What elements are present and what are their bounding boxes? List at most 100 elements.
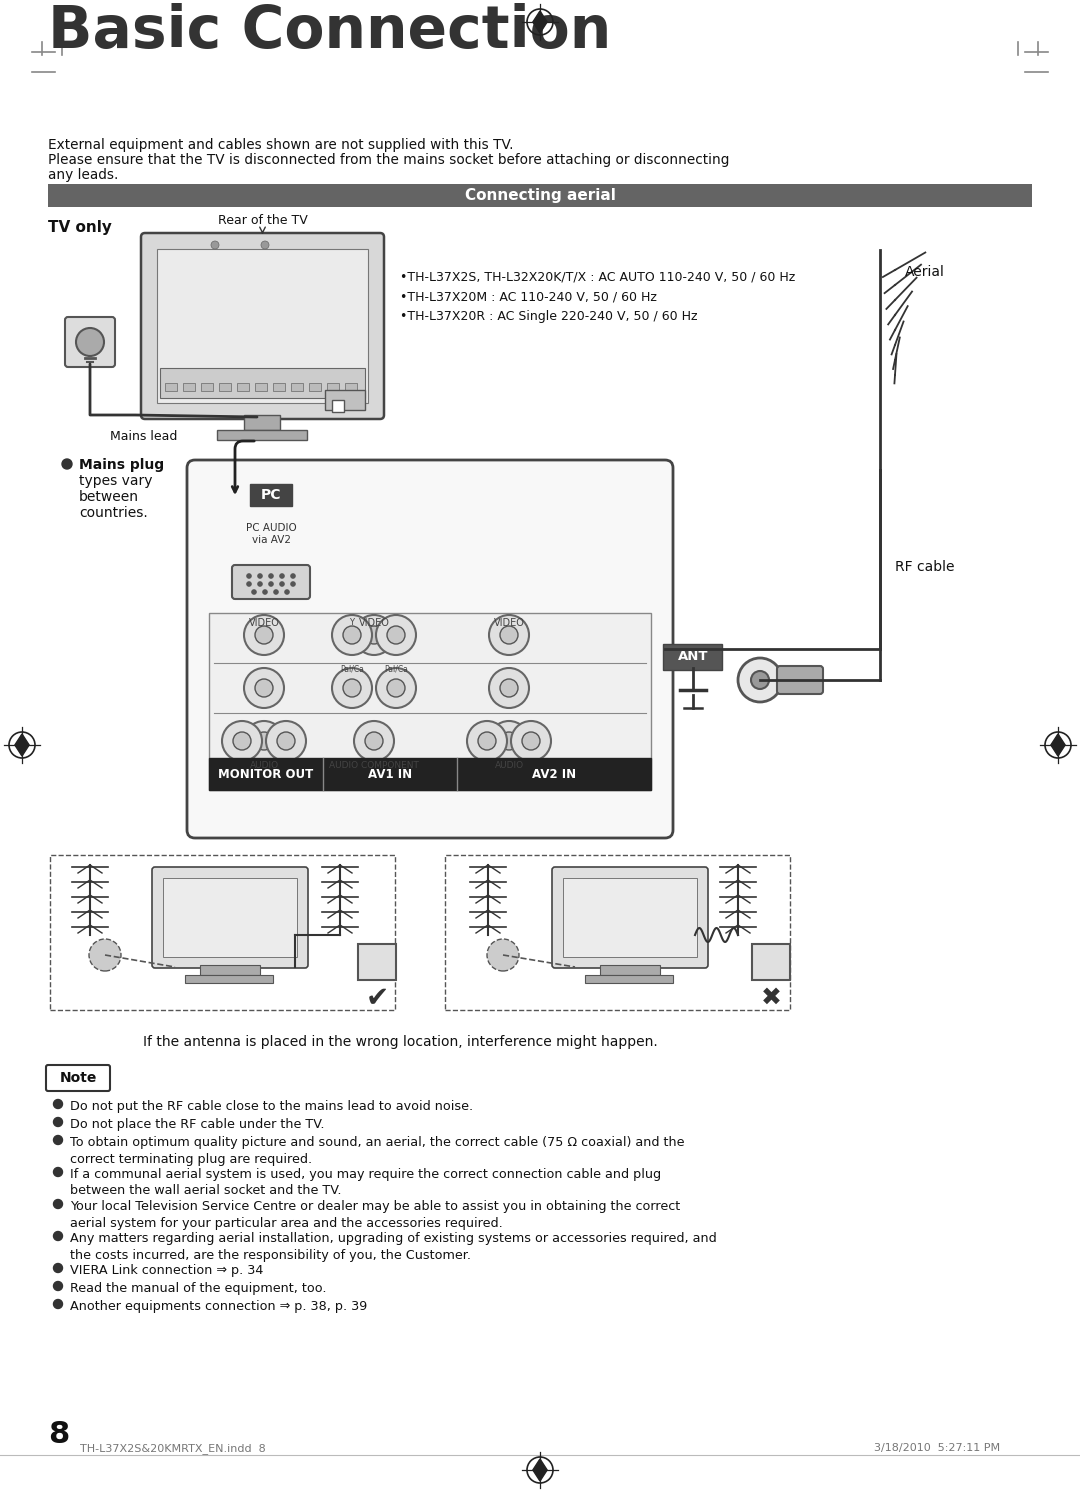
- Circle shape: [54, 1117, 63, 1127]
- Text: PC: PC: [260, 488, 281, 502]
- Text: AV1 IN: AV1 IN: [368, 768, 413, 780]
- Polygon shape: [15, 734, 29, 756]
- Polygon shape: [532, 1460, 548, 1481]
- Circle shape: [54, 1199, 63, 1209]
- Circle shape: [511, 722, 551, 760]
- FancyBboxPatch shape: [357, 944, 396, 980]
- FancyBboxPatch shape: [249, 485, 292, 505]
- Text: If the antenna is placed in the wrong location, interference might happen.: If the antenna is placed in the wrong lo…: [143, 1035, 658, 1050]
- Text: TV only: TV only: [48, 221, 112, 236]
- Circle shape: [343, 626, 361, 644]
- FancyBboxPatch shape: [585, 975, 673, 983]
- Circle shape: [257, 574, 262, 579]
- FancyBboxPatch shape: [237, 383, 249, 391]
- Text: Mains plug: Mains plug: [79, 458, 164, 473]
- FancyBboxPatch shape: [157, 249, 368, 403]
- Circle shape: [255, 732, 273, 750]
- Circle shape: [291, 574, 296, 579]
- FancyBboxPatch shape: [152, 866, 308, 968]
- Circle shape: [489, 722, 529, 760]
- Text: AUDIO: AUDIO: [495, 760, 524, 769]
- Circle shape: [387, 678, 405, 696]
- Circle shape: [252, 589, 257, 595]
- Circle shape: [222, 722, 262, 760]
- Circle shape: [280, 574, 284, 579]
- FancyBboxPatch shape: [219, 383, 231, 391]
- Text: 8: 8: [48, 1419, 69, 1449]
- Circle shape: [211, 242, 219, 249]
- Polygon shape: [1051, 734, 1065, 756]
- Text: ✖: ✖: [760, 986, 782, 1009]
- Circle shape: [262, 589, 268, 595]
- Circle shape: [54, 1167, 63, 1176]
- Text: VIDEO: VIDEO: [248, 617, 280, 628]
- Text: Read the manual of the equipment, too.: Read the manual of the equipment, too.: [70, 1282, 326, 1296]
- Circle shape: [233, 732, 251, 750]
- Text: To obtain optimum quality picture and sound, an aerial, the correct cable (75 Ω : To obtain optimum quality picture and so…: [70, 1136, 685, 1166]
- Text: TH-L37X2S&20KMRTX_EN.indd  8: TH-L37X2S&20KMRTX_EN.indd 8: [80, 1443, 266, 1454]
- Circle shape: [500, 626, 518, 644]
- Text: Aerial: Aerial: [905, 265, 945, 279]
- Text: AV2 IN: AV2 IN: [532, 768, 576, 780]
- FancyBboxPatch shape: [48, 183, 1032, 207]
- Text: any leads.: any leads.: [48, 168, 119, 182]
- FancyBboxPatch shape: [291, 383, 303, 391]
- Circle shape: [365, 626, 383, 644]
- Circle shape: [266, 722, 306, 760]
- Circle shape: [343, 678, 361, 696]
- Circle shape: [54, 1232, 63, 1241]
- Circle shape: [284, 589, 289, 595]
- Text: VIERA Link connection ⇒ p. 34: VIERA Link connection ⇒ p. 34: [70, 1264, 264, 1276]
- Text: Note: Note: [59, 1071, 97, 1085]
- Circle shape: [522, 732, 540, 750]
- FancyBboxPatch shape: [217, 429, 307, 440]
- FancyBboxPatch shape: [185, 975, 273, 983]
- Circle shape: [246, 581, 252, 586]
- Text: •TH-L37X20M : AC 110-240 V, 50 / 60 Hz: •TH-L37X20M : AC 110-240 V, 50 / 60 Hz: [400, 291, 657, 303]
- Circle shape: [387, 626, 405, 644]
- Text: •TH-L37X2S, TH-L32X20K/T/X : AC AUTO 110-240 V, 50 / 60 Hz: •TH-L37X2S, TH-L32X20K/T/X : AC AUTO 110…: [400, 270, 795, 283]
- FancyBboxPatch shape: [345, 383, 357, 391]
- FancyBboxPatch shape: [65, 318, 114, 367]
- Polygon shape: [532, 10, 548, 33]
- FancyBboxPatch shape: [552, 866, 708, 968]
- FancyBboxPatch shape: [163, 878, 297, 957]
- Circle shape: [54, 1136, 63, 1145]
- Text: Any matters regarding aerial installation, upgrading of existing systems or acce: Any matters regarding aerial installatio…: [70, 1232, 717, 1261]
- Text: •TH-L37X20R : AC Single 220-240 V, 50 / 60 Hz: •TH-L37X20R : AC Single 220-240 V, 50 / …: [400, 310, 698, 324]
- Circle shape: [376, 614, 416, 655]
- Text: Basic Connection: Basic Connection: [48, 3, 611, 60]
- Circle shape: [738, 658, 782, 702]
- Text: ✔: ✔: [365, 984, 389, 1012]
- Circle shape: [500, 732, 518, 750]
- Text: AUDIO COMPONENT: AUDIO COMPONENT: [329, 760, 419, 769]
- Text: If a communal aerial system is used, you may require the correct connection cabl: If a communal aerial system is used, you…: [70, 1167, 661, 1197]
- FancyBboxPatch shape: [325, 391, 365, 410]
- Text: between: between: [79, 491, 139, 504]
- FancyBboxPatch shape: [210, 757, 651, 790]
- Text: Another equipments connection ⇒ p. 38, p. 39: Another equipments connection ⇒ p. 38, p…: [70, 1300, 367, 1314]
- Circle shape: [246, 574, 252, 579]
- Text: PC AUDIO
via AV2: PC AUDIO via AV2: [245, 523, 296, 546]
- Circle shape: [487, 939, 519, 971]
- Circle shape: [257, 581, 262, 586]
- FancyBboxPatch shape: [165, 383, 177, 391]
- Circle shape: [54, 1099, 63, 1108]
- Text: MONITOR OUT: MONITOR OUT: [218, 768, 313, 780]
- Text: types vary: types vary: [79, 474, 152, 488]
- FancyBboxPatch shape: [752, 944, 789, 980]
- Text: Do not place the RF cable under the TV.: Do not place the RF cable under the TV.: [70, 1118, 324, 1132]
- FancyBboxPatch shape: [327, 383, 339, 391]
- Circle shape: [354, 614, 394, 655]
- FancyBboxPatch shape: [663, 644, 723, 669]
- FancyBboxPatch shape: [255, 383, 267, 391]
- Circle shape: [269, 574, 273, 579]
- Circle shape: [276, 732, 295, 750]
- Circle shape: [365, 732, 383, 750]
- Text: Rear of the TV: Rear of the TV: [218, 215, 308, 227]
- Text: 3/18/2010  5:27:11 PM: 3/18/2010 5:27:11 PM: [874, 1443, 1000, 1454]
- Circle shape: [54, 1281, 63, 1291]
- FancyBboxPatch shape: [273, 383, 285, 391]
- Circle shape: [54, 1263, 63, 1272]
- Text: ANT: ANT: [678, 650, 708, 663]
